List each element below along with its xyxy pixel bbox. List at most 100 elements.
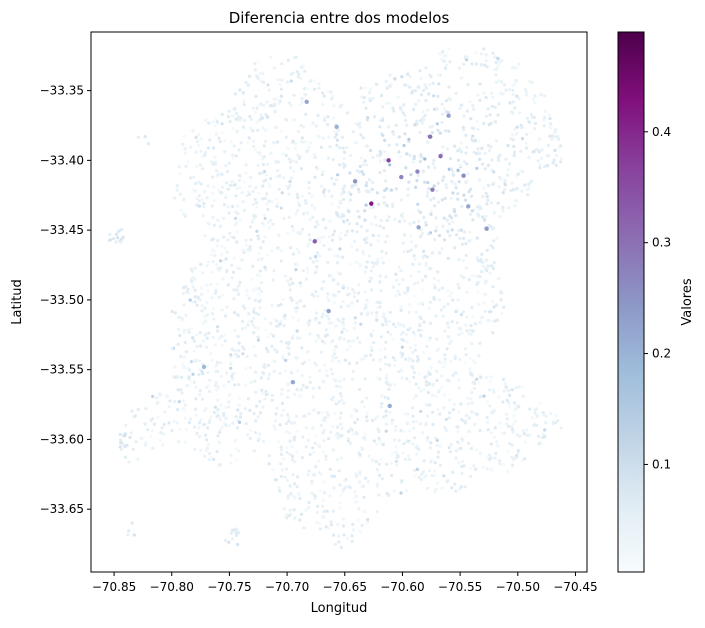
data-point bbox=[238, 267, 242, 271]
data-point bbox=[316, 294, 320, 298]
data-point bbox=[300, 194, 304, 198]
data-point bbox=[220, 308, 224, 312]
data-point bbox=[377, 429, 381, 433]
data-point bbox=[538, 401, 542, 405]
data-point bbox=[403, 113, 407, 117]
data-point bbox=[232, 528, 236, 532]
data-point bbox=[491, 388, 495, 392]
data-point bbox=[515, 433, 520, 437]
data-point bbox=[497, 421, 501, 425]
data-point bbox=[179, 208, 183, 212]
data-point bbox=[319, 423, 323, 427]
data-point bbox=[418, 422, 423, 426]
data-point bbox=[494, 303, 498, 307]
data-point bbox=[232, 256, 236, 260]
data-point bbox=[255, 74, 259, 78]
data-point bbox=[263, 397, 267, 401]
data-point bbox=[363, 86, 367, 90]
data-point bbox=[275, 204, 279, 208]
data-point bbox=[350, 539, 354, 544]
data-point bbox=[156, 400, 160, 405]
data-point bbox=[388, 163, 392, 167]
data-point bbox=[455, 233, 459, 237]
data-point bbox=[353, 421, 357, 425]
data-point bbox=[443, 393, 447, 397]
data-point bbox=[338, 416, 342, 420]
data-point bbox=[328, 90, 332, 94]
data-point bbox=[393, 382, 397, 386]
data-point bbox=[328, 235, 332, 239]
data-point bbox=[417, 328, 421, 332]
data-point bbox=[399, 351, 403, 355]
data-point bbox=[284, 135, 288, 139]
data-point bbox=[116, 230, 120, 234]
data-point bbox=[436, 450, 441, 454]
data-point bbox=[181, 362, 185, 366]
data-point bbox=[363, 159, 367, 163]
data-point bbox=[294, 55, 298, 60]
data-point bbox=[339, 456, 343, 460]
data-point bbox=[332, 301, 336, 305]
data-point bbox=[472, 139, 476, 143]
data-point bbox=[279, 129, 283, 133]
data-point bbox=[434, 314, 438, 318]
data-point bbox=[280, 62, 284, 66]
data-point bbox=[487, 388, 491, 392]
data-point bbox=[355, 361, 359, 365]
data-point bbox=[322, 450, 326, 454]
data-point bbox=[251, 323, 255, 327]
data-point bbox=[285, 478, 289, 483]
data-point bbox=[430, 474, 434, 478]
data-point bbox=[315, 265, 319, 269]
data-point bbox=[426, 391, 430, 395]
data-point bbox=[381, 261, 385, 265]
data-point bbox=[359, 225, 363, 229]
data-point bbox=[471, 218, 475, 222]
data-point bbox=[493, 426, 497, 430]
data-point bbox=[361, 249, 365, 253]
data-point bbox=[215, 244, 219, 248]
data-point bbox=[279, 249, 283, 253]
data-point bbox=[378, 280, 382, 284]
data-point bbox=[489, 456, 493, 460]
data-point bbox=[123, 455, 127, 459]
data-point bbox=[410, 406, 414, 410]
data-point bbox=[335, 457, 339, 462]
data-point bbox=[416, 281, 420, 285]
data-point bbox=[201, 214, 205, 218]
data-point bbox=[195, 303, 199, 307]
data-point bbox=[230, 537, 235, 541]
data-point bbox=[327, 526, 331, 530]
data-point bbox=[229, 235, 233, 239]
data-point bbox=[472, 136, 476, 140]
data-point bbox=[416, 202, 420, 206]
data-point bbox=[409, 173, 413, 177]
data-point bbox=[442, 406, 446, 410]
data-point bbox=[193, 447, 197, 451]
data-point bbox=[375, 260, 379, 265]
data-point bbox=[217, 136, 221, 140]
data-point bbox=[477, 139, 481, 143]
data-point bbox=[232, 144, 236, 148]
data-point bbox=[486, 455, 490, 459]
data-point bbox=[368, 279, 372, 283]
data-point bbox=[184, 151, 188, 155]
data-point bbox=[381, 133, 385, 137]
data-point bbox=[512, 401, 517, 405]
data-point bbox=[254, 311, 258, 315]
data-point bbox=[212, 307, 216, 311]
data-point bbox=[280, 401, 285, 405]
data-point bbox=[453, 246, 457, 250]
data-point bbox=[317, 321, 321, 325]
data-point bbox=[474, 51, 478, 55]
data-point bbox=[334, 210, 339, 214]
data-point bbox=[353, 495, 357, 499]
data-point bbox=[433, 473, 437, 478]
data-point bbox=[349, 244, 354, 248]
data-point bbox=[434, 394, 438, 398]
data-point bbox=[321, 170, 325, 174]
colorbar-label: Valores bbox=[680, 278, 695, 325]
data-point bbox=[459, 402, 463, 406]
data-point bbox=[309, 79, 313, 83]
data-point bbox=[484, 96, 488, 100]
